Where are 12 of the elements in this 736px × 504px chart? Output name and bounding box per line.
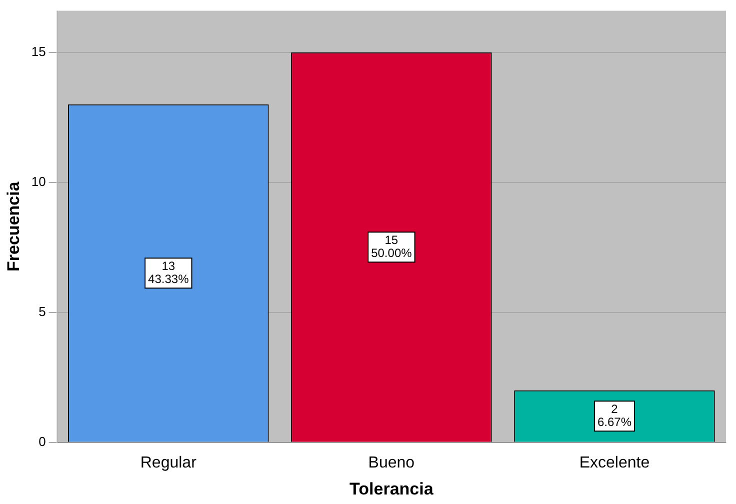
data-label: 15 50.00% (371, 232, 412, 260)
y-axis-title: Frecuencia (4, 181, 23, 272)
y-tick-label: 0 (38, 434, 46, 449)
x-tick-label: Excelente (579, 454, 650, 472)
y-tick-label: 15 (31, 44, 46, 59)
y-tick-label: 10 (31, 174, 46, 189)
x-axis-title: Tolerancia (350, 479, 434, 498)
data-label: 13 43.33% (148, 258, 190, 286)
y-tick-label: 5 (38, 304, 46, 319)
data-label: 2 6.67% (597, 402, 632, 429)
x-tick-label: Bueno (368, 454, 415, 472)
x-tick-label: Regular (140, 454, 198, 472)
